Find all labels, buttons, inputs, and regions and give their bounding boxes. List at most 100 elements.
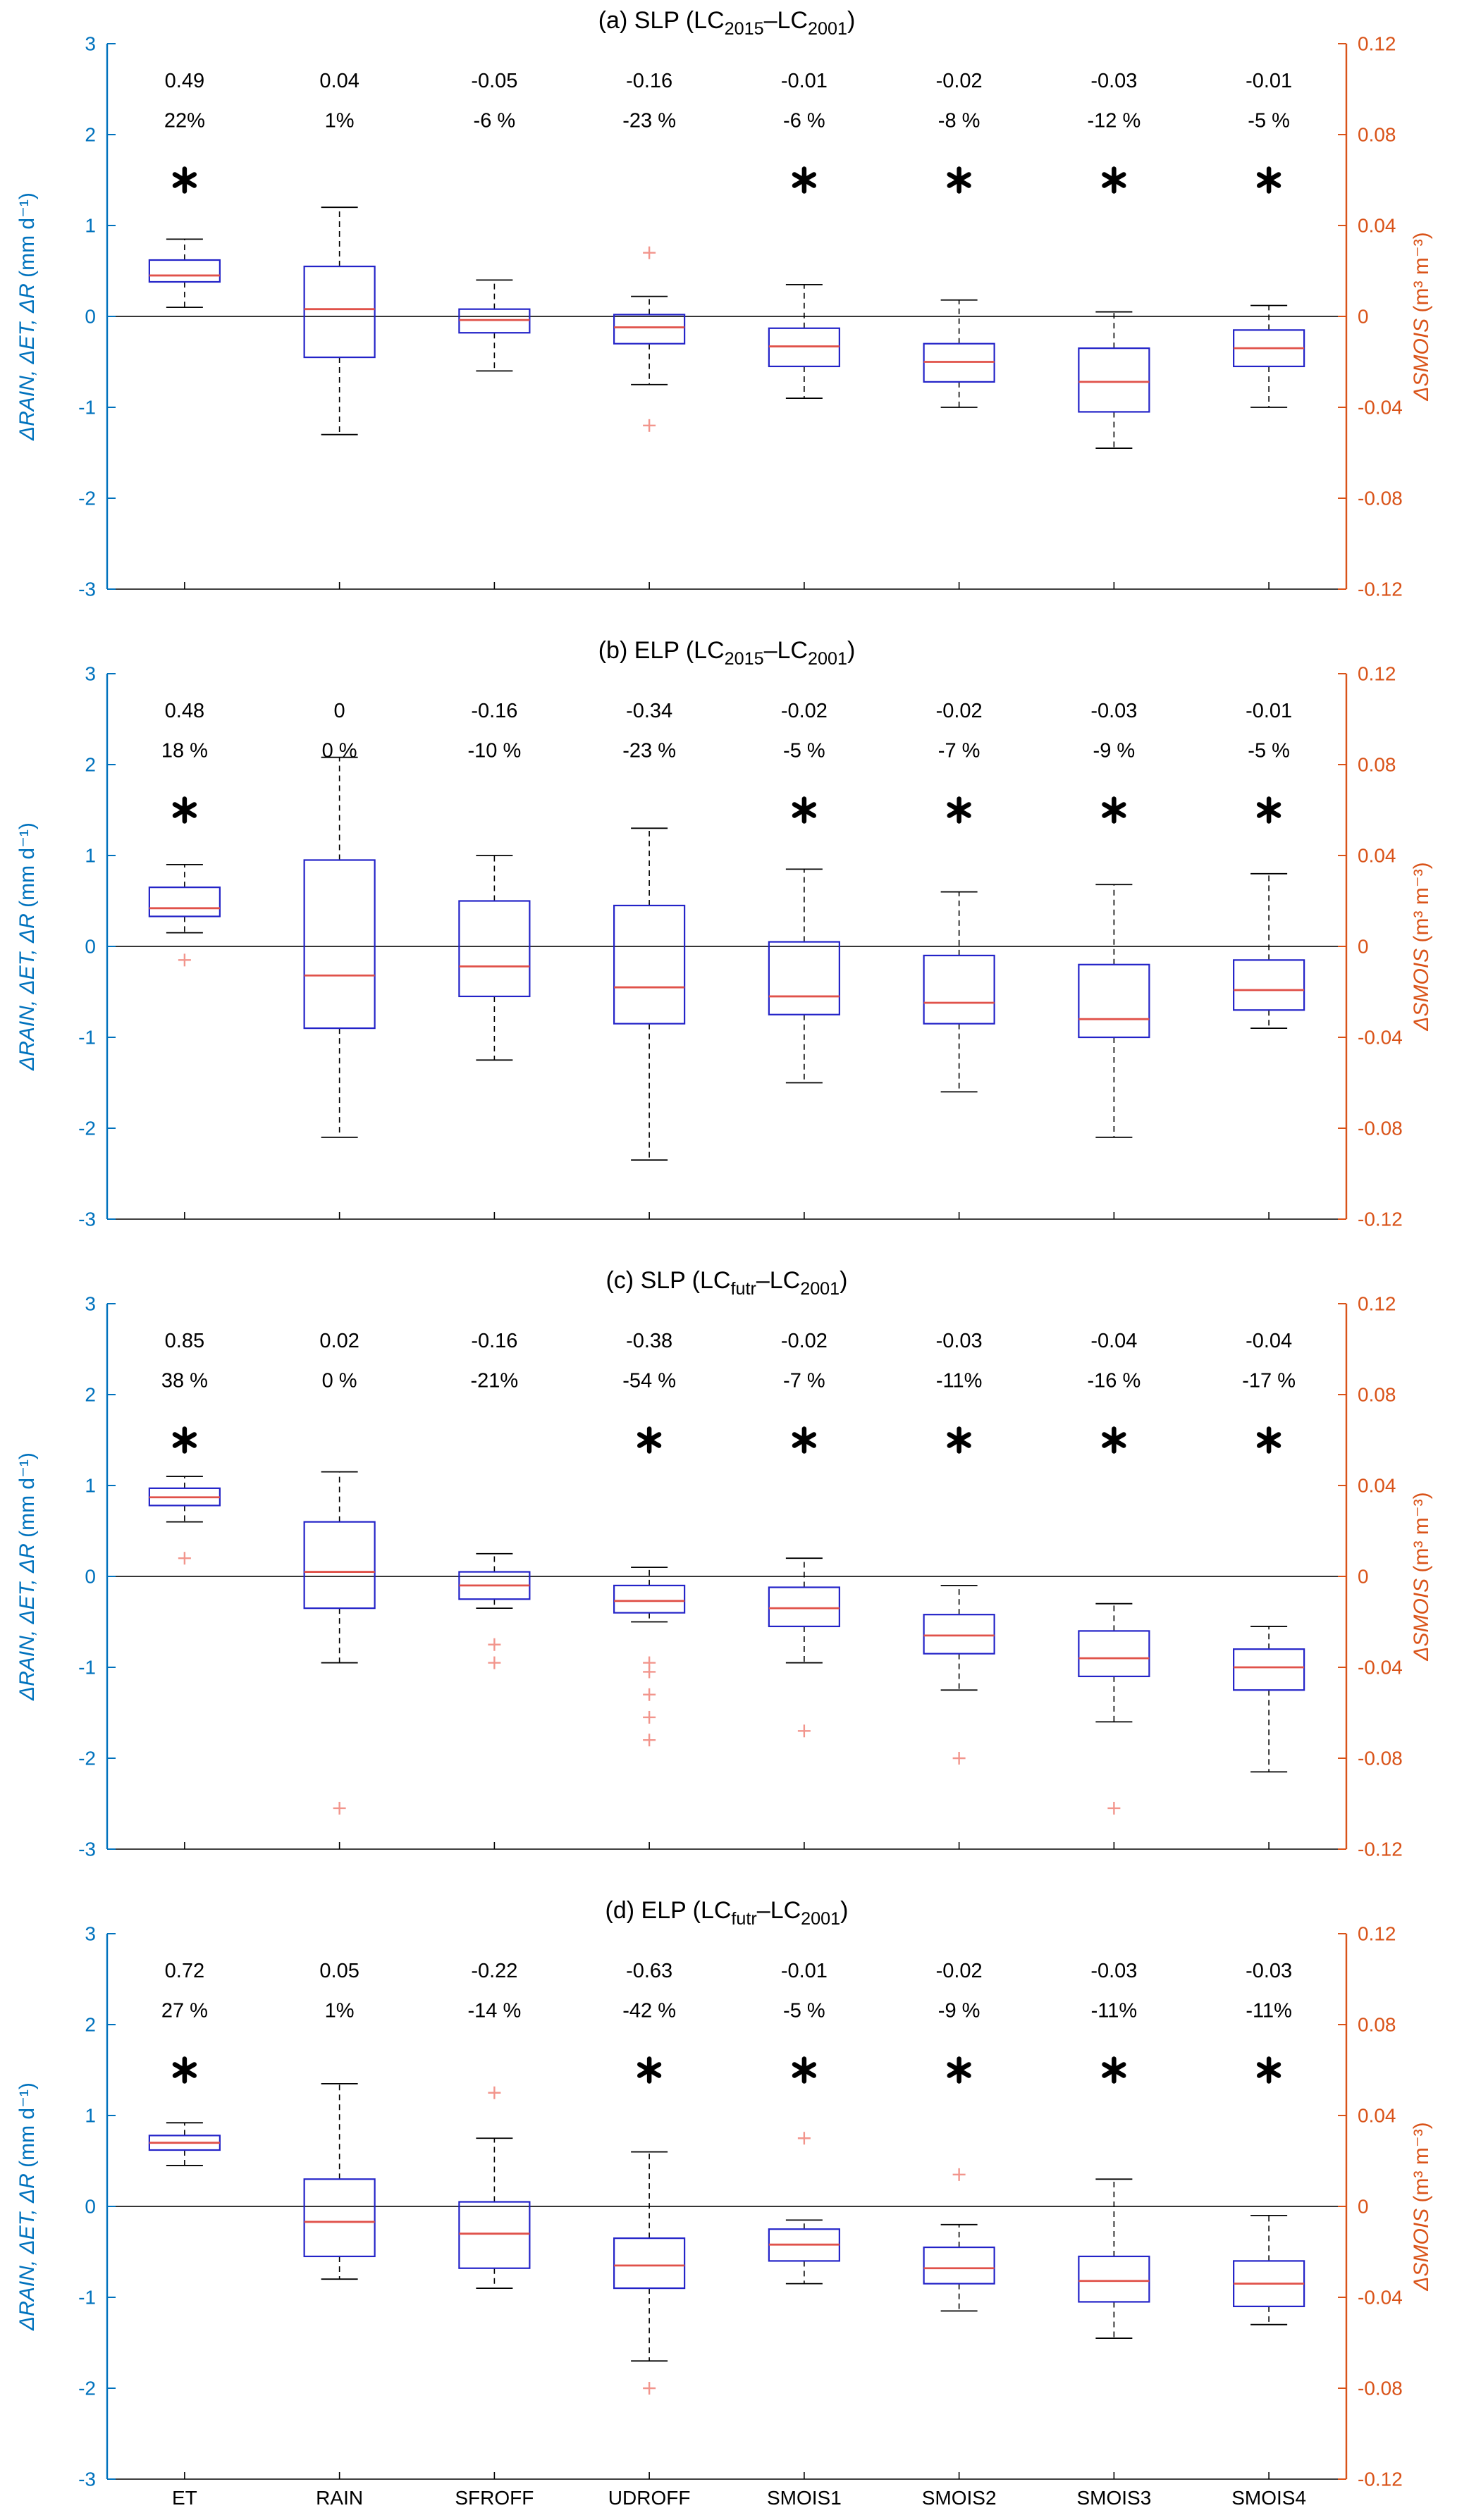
ET-box xyxy=(148,887,221,918)
SMOIS3-percent-label: -12 % xyxy=(1087,110,1141,132)
SMOIS1-percent-label: -6 % xyxy=(783,110,825,132)
UDROFF-box xyxy=(613,314,686,345)
panel-a-title: (a) SLP (LC2015–LC2001) xyxy=(598,7,856,39)
RAIN-percent-label: 0 % xyxy=(322,740,357,762)
right-tick-label: 0.12 xyxy=(1358,663,1396,685)
UDROFF-box xyxy=(613,2237,686,2290)
SFROFF-box xyxy=(458,900,531,998)
right-axis-label: ΔSMOIS (m³ m⁻³) xyxy=(1410,1492,1433,1661)
SMOIS2-value-label: -0.02 xyxy=(936,70,983,92)
SFROFF-boxplot: -0.05 -6 % xyxy=(458,70,531,589)
right-tick-label: -0.12 xyxy=(1358,1209,1403,1230)
SMOIS3-boxplot: -0.03 -12 % xyxy=(1078,70,1150,589)
UDROFF-boxplot: -0.38 -54 % xyxy=(613,1330,686,1849)
UDROFF-value-label: -0.38 xyxy=(626,1330,672,1352)
ET-significance-marker xyxy=(172,166,197,194)
UDROFF-percent-label: -42 % xyxy=(622,2000,676,2022)
RAIN-percent-label: 1% xyxy=(325,2000,355,2022)
ET-significance-marker xyxy=(172,1426,197,1454)
left-tick-label: -3 xyxy=(78,2469,96,2490)
SFROFF-box xyxy=(458,2201,531,2269)
right-tick-label: 0.04 xyxy=(1358,845,1396,867)
RAIN-boxplot: 0 0 % xyxy=(303,700,376,1219)
SMOIS2-significance-marker xyxy=(947,166,971,194)
left-tick-label: 2 xyxy=(85,1384,96,1406)
SMOIS2-boxplot: -0.02 -9 % SMOIS2 xyxy=(922,1960,997,2509)
RAIN-percent-label: 0 % xyxy=(322,1370,357,1392)
left-tick-label: -3 xyxy=(78,579,96,600)
ET-percent-label: 18 % xyxy=(161,740,208,762)
SMOIS2-significance-marker xyxy=(947,2056,971,2084)
SMOIS3-box xyxy=(1078,1630,1150,1678)
SMOIS3-boxplot: -0.03 -11% SMOIS3 xyxy=(1076,1960,1151,2509)
RAIN-boxplot: 0.02 0 % xyxy=(303,1330,376,1849)
SMOIS1-significance-marker xyxy=(792,2056,816,2084)
right-tick-label: 0 xyxy=(1358,936,1369,958)
SMOIS1-percent-label: -5 % xyxy=(783,2000,825,2022)
SMOIS2-box xyxy=(923,2246,995,2285)
SMOIS4-boxplot: -0.01 -5 % xyxy=(1233,700,1305,1219)
SMOIS1-percent-label: -7 % xyxy=(783,1370,825,1392)
right-tick-label: -0.08 xyxy=(1358,2378,1403,2399)
ET-percent-label: 27 % xyxy=(161,2000,208,2022)
right-axis-label: ΔSMOIS (m³ m⁻³) xyxy=(1410,862,1433,1031)
UDROFF-boxplot: -0.16 -23 % xyxy=(613,70,686,589)
x-category-label-ET: ET xyxy=(172,2487,197,2509)
right-tick-label: -0.04 xyxy=(1358,1027,1403,1049)
SMOIS4-box xyxy=(1233,959,1305,1011)
SMOIS2-boxplot: -0.02 -7 % xyxy=(923,700,995,1219)
right-tick-label: 0 xyxy=(1358,306,1369,328)
right-tick-label: 0.08 xyxy=(1358,754,1396,776)
panel-b: (b) ELP (LC2015–LC2001) 3 2 1 0 -1 -2 -3 0.12 0.0… xyxy=(16,637,1433,1230)
SMOIS2-percent-label: -7 % xyxy=(938,740,980,762)
UDROFF-significance-marker xyxy=(637,1426,662,1454)
left-tick-label: -2 xyxy=(78,2378,96,2399)
left-tick-label: 1 xyxy=(85,215,96,237)
SFROFF-boxplot: -0.16 -10 % xyxy=(458,700,531,1219)
right-tick-label: 0.08 xyxy=(1358,2014,1396,2036)
SFROFF-value-label: -0.05 xyxy=(471,70,517,92)
ET-value-label: 0.48 xyxy=(165,700,204,722)
SMOIS1-value-label: -0.02 xyxy=(781,700,828,722)
SMOIS2-value-label: -0.02 xyxy=(936,700,983,722)
left-tick-label: 3 xyxy=(85,663,96,685)
x-category-label-SMOIS1: SMOIS1 xyxy=(767,2487,842,2509)
left-tick-label: 1 xyxy=(85,1475,96,1497)
SMOIS1-significance-marker xyxy=(792,166,816,194)
SMOIS1-box xyxy=(768,1586,840,1628)
right-tick-label: 0 xyxy=(1358,1566,1369,1588)
RAIN-percent-label: 1% xyxy=(325,110,355,132)
left-tick-label: -2 xyxy=(78,488,96,509)
RAIN-box xyxy=(303,1521,376,1610)
UDROFF-significance-marker xyxy=(637,2056,662,2084)
SMOIS3-percent-label: -11% xyxy=(1091,2000,1138,2022)
right-tick-label: -0.04 xyxy=(1358,397,1403,419)
right-tick-label: -0.08 xyxy=(1358,1118,1403,1139)
RAIN-value-label: 0.02 xyxy=(319,1330,359,1352)
ET-boxplot: 0.48 18 % xyxy=(148,700,221,1219)
RAIN-box xyxy=(303,2178,376,2258)
right-tick-label: 0.04 xyxy=(1358,2105,1396,2127)
left-tick-label: 0 xyxy=(85,306,96,328)
SMOIS4-significance-marker xyxy=(1257,166,1281,194)
UDROFF-value-label: -0.16 xyxy=(626,70,672,92)
left-axis-label: ΔRAIN, ΔET, ΔR (mm d⁻¹) xyxy=(16,2082,39,2331)
left-tick-label: 3 xyxy=(85,1293,96,1315)
SFROFF-percent-label: -6 % xyxy=(474,110,516,132)
RAIN-boxplot: 0.04 1% xyxy=(303,70,376,589)
SMOIS3-significance-marker xyxy=(1102,2056,1126,2084)
UDROFF-percent-label: -54 % xyxy=(622,1370,676,1392)
SMOIS1-boxplot: -0.01 -6 % xyxy=(768,70,840,589)
right-tick-label: 0 xyxy=(1358,2196,1369,2218)
right-tick-label: -0.04 xyxy=(1358,1657,1403,1679)
SMOIS2-box xyxy=(923,954,995,1025)
SMOIS4-significance-marker xyxy=(1257,796,1281,824)
panel-a: (a) SLP (LC2015–LC2001) 3 2 1 0 -1 -2 -3 0.12 0.0… xyxy=(16,7,1433,600)
SMOIS1-value-label: -0.01 xyxy=(781,70,828,92)
ET-value-label: 0.49 xyxy=(165,70,204,92)
left-tick-label: 3 xyxy=(85,33,96,55)
right-tick-label: 0.08 xyxy=(1358,124,1396,146)
SMOIS3-value-label: -0.03 xyxy=(1090,700,1137,722)
panel-b-title: (b) ELP (LC2015–LC2001) xyxy=(598,637,856,669)
right-tick-label: 0.08 xyxy=(1358,1384,1396,1406)
